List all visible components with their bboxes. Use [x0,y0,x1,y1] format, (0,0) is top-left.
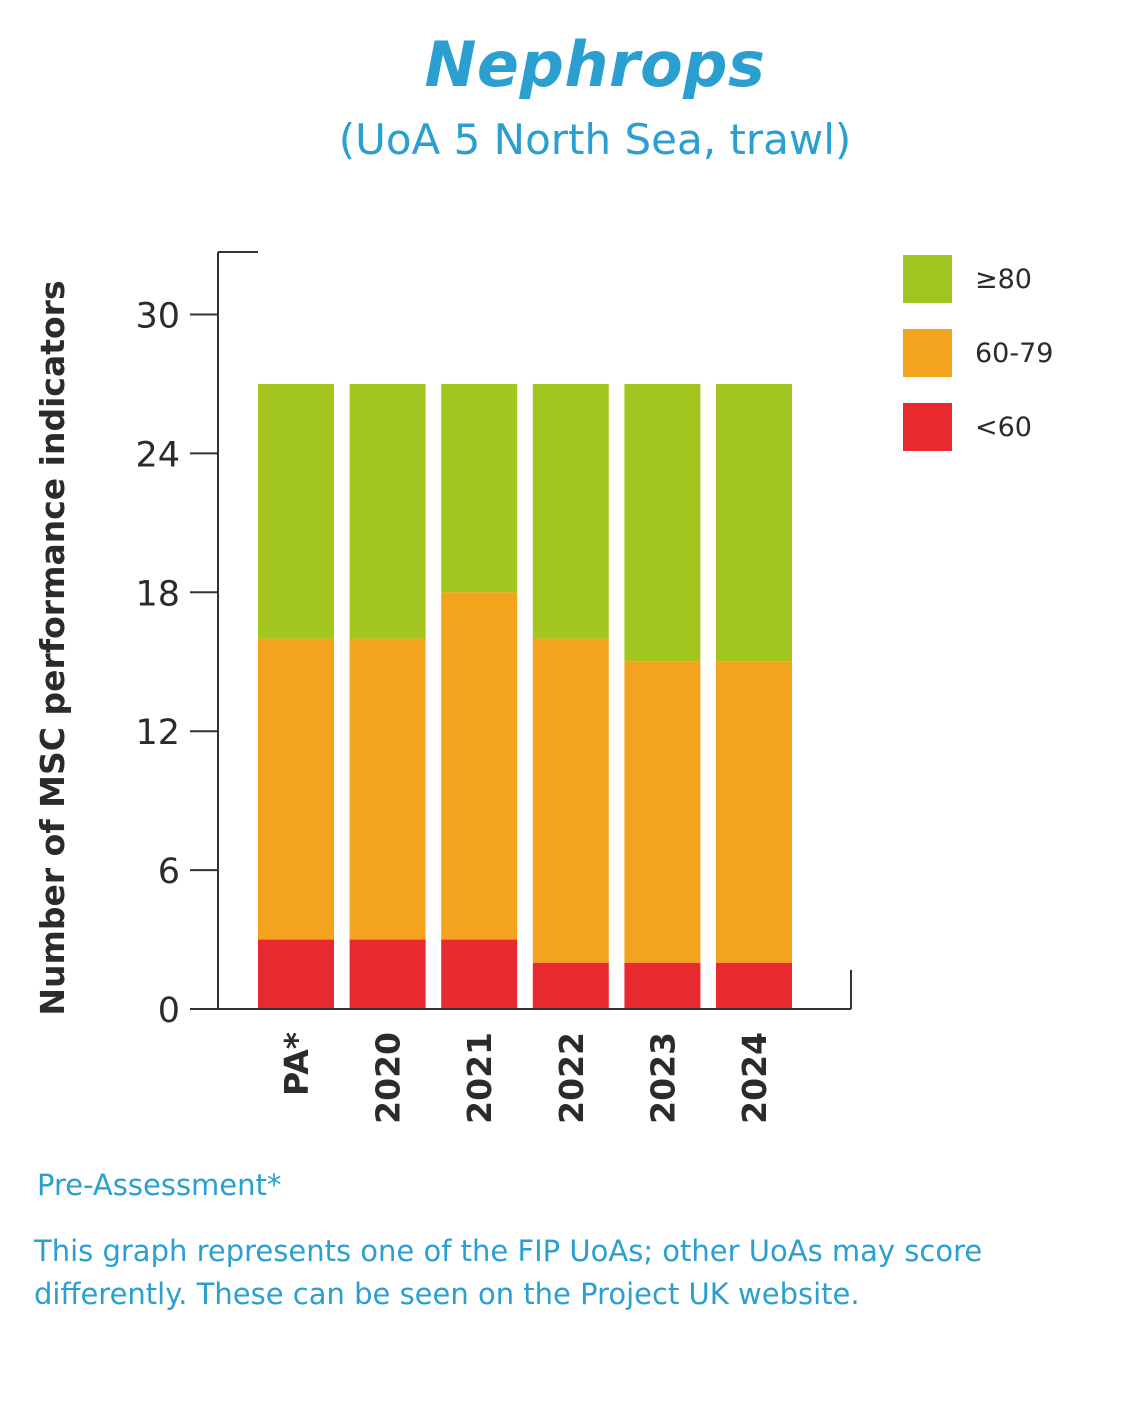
bar-2023-gte80 [624,383,701,662]
y-tick-label: 18 [135,574,180,614]
legend-swatch [903,403,952,451]
x-tick-label: 2022 [552,1032,591,1124]
y-tick-label: 0 [158,991,180,1031]
legend-label: 60-79 [975,338,1053,369]
x-tick-label: 2023 [643,1032,682,1124]
bar-2023-60-79 [624,661,701,963]
x-tick-label: 2024 [735,1032,774,1124]
bar-2020-lt60 [349,939,426,1009]
bar-2024-60-79 [716,661,792,963]
x-tick-label: PA* [277,1032,316,1096]
bar-PA-60-79 [258,638,334,940]
footnote-pre-assessment: Pre-Assessment* [37,1168,282,1202]
chart-subtitle: (UoA 5 North Sea, trawl) [338,115,852,164]
chart-title: Nephrops [424,28,766,101]
footnote-description: This graph represents one of the FIP UoA… [34,1234,983,1311]
y-tick-label: 12 [135,713,180,753]
y-tick-label: 24 [135,435,180,475]
bar-2020-gte80 [349,383,426,639]
bar-PA-lt60 [258,939,334,1009]
bar-2021-lt60 [441,939,518,1009]
bar-2021-gte80 [441,383,518,593]
legend-swatch [903,255,952,303]
bar-2022-lt60 [532,962,609,1009]
bar-2024-lt60 [716,962,792,1009]
legend-label: <60 [975,412,1032,443]
legend-label: ≥80 [975,264,1032,295]
bar-2024-gte80 [716,383,792,662]
y-tick-label: 6 [158,852,180,892]
x-tick-label: 2021 [460,1032,499,1124]
legend-swatch [903,329,952,377]
axes-layer: PA* 2020 2021 2022 2023 2024 0 6 12 18 24 30 [135,251,852,1124]
bar-2022-gte80 [532,383,609,639]
bar-2023-lt60 [624,962,701,1009]
bar-2020-60-79 [349,638,426,940]
x-tick-label: 2020 [369,1032,408,1124]
stacked-bar-chart: PA* 2020 2021 2022 2023 2024 0 6 12 18 24 30 ≥80 60-… [33,251,1053,1124]
bars-layer [258,383,792,1009]
bar-2021-60-79 [441,592,518,940]
bar-2022-60-79 [532,638,609,963]
y-axis-label: Number of MSC performance indicators [33,280,72,1015]
y-tick-label: 30 [135,297,180,337]
bar-PA-gte80 [258,383,334,639]
legend-layer: ≥80 60-79 <60 [903,255,1053,451]
